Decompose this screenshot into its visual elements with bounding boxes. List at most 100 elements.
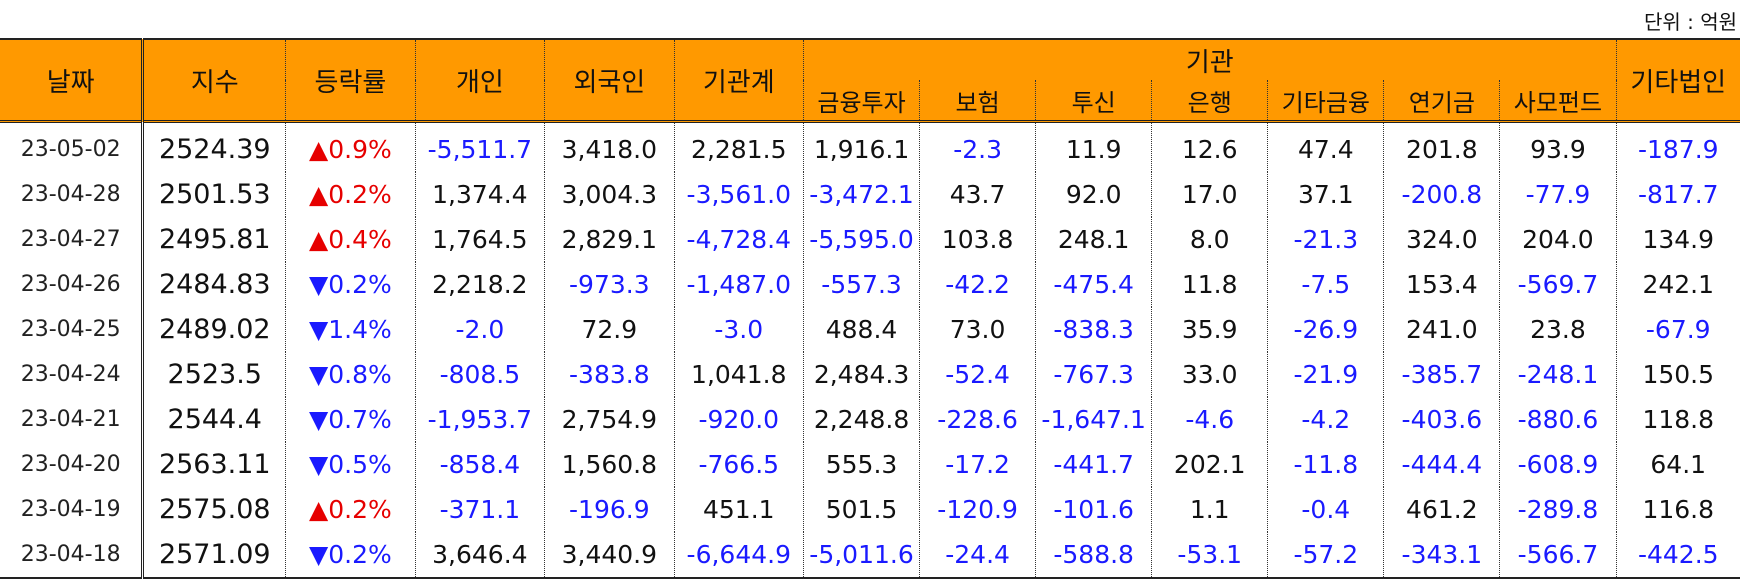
value-cell: -26.9: [1267, 307, 1384, 352]
value-cell: 202.1: [1151, 442, 1268, 487]
value-cell: -1,487.0: [673, 262, 804, 307]
value-cell: -42.2: [919, 262, 1036, 307]
header-inst-sub: 금융투자: [802, 80, 920, 122]
value-cell: -817.7: [1615, 172, 1740, 217]
value-cell: -767.3: [1035, 352, 1152, 397]
value-cell: -566.7: [1499, 532, 1616, 579]
date-cell: 23-04-26: [20, 272, 121, 297]
value-cell: -838.3: [1035, 307, 1152, 352]
value-cell: 11.9: [1035, 121, 1152, 172]
value-cell: -1,953.7: [414, 397, 545, 442]
value-cell: -228.6: [919, 397, 1036, 442]
index-cell: 2571.09: [141, 532, 286, 579]
value-cell: 103.8: [919, 217, 1036, 262]
value-cell: 150.5: [1615, 352, 1740, 397]
value-cell: 153.4: [1383, 262, 1500, 307]
value-cell: -444.4: [1383, 442, 1500, 487]
value-cell: -2.3: [919, 121, 1036, 172]
value-cell: 1,560.8: [544, 442, 675, 487]
value-cell: 201.8: [1383, 121, 1500, 172]
value-cell: -0.4: [1267, 487, 1384, 532]
header-inst-sub: 은행: [1151, 80, 1268, 122]
value-cell: 3,646.4: [414, 532, 545, 579]
rate-up-text: ▲0.2%: [309, 180, 392, 209]
header-date: 날짜: [0, 39, 143, 122]
value-cell: 2,248.8: [802, 397, 920, 442]
index-cell: 2523.5: [141, 352, 286, 397]
date-cell: 23-04-25: [20, 317, 121, 342]
value-cell: 3,004.3: [544, 172, 675, 217]
value-cell: -187.9: [1615, 121, 1740, 172]
value-cell: -383.8: [544, 352, 675, 397]
value-cell: -5,511.7: [414, 121, 545, 172]
value-cell: 93.9: [1499, 121, 1616, 172]
value-cell: -1,647.1: [1035, 397, 1152, 442]
header-foreign: 외국인: [544, 39, 675, 122]
value-cell: 555.3: [802, 442, 920, 487]
value-cell: 2,754.9: [544, 397, 675, 442]
table-row: 23-04-28 2501.53 ▲0.2% 1,374.4 3,004.3 -3,561…: [0, 172, 1740, 217]
change-rate-cell: ▼0.8%: [285, 352, 416, 397]
value-cell: -57.2: [1267, 532, 1384, 579]
change-rate-cell: ▼0.2%: [285, 262, 416, 307]
rate-down-text: ▼0.7%: [309, 405, 392, 434]
date-cell: 23-05-02: [20, 137, 121, 162]
index-cell: 2575.08: [141, 487, 286, 532]
value-cell: 35.9: [1151, 307, 1268, 352]
value-cell: -766.5: [673, 442, 804, 487]
value-cell: 33.0: [1151, 352, 1268, 397]
table-body: 23-05-02 2524.39 ▲0.9% -5,511.7 3,418.0 2,281…: [0, 121, 1740, 579]
value-cell: 116.8: [1615, 487, 1740, 532]
value-cell: 64.1: [1615, 442, 1740, 487]
value-cell: 1,041.8: [673, 352, 804, 397]
value-cell: -21.3: [1267, 217, 1384, 262]
table-row: 23-04-21 2544.4 ▼0.7% -1,953.7 2,754.9 -920.0…: [0, 397, 1740, 442]
value-cell: 37.1: [1267, 172, 1384, 217]
header-inst-sub: 기타금융: [1267, 80, 1384, 122]
value-cell: 73.0: [919, 307, 1036, 352]
index-cell: 2563.11: [141, 442, 286, 487]
table-row: 23-05-02 2524.39 ▲0.9% -5,511.7 3,418.0 2,281…: [0, 121, 1740, 172]
header-inst-sub: 보험: [919, 80, 1036, 122]
value-cell: 1,374.4: [414, 172, 545, 217]
header-inst-sub: 사모펀드: [1499, 80, 1616, 122]
sub-header-row: 금융투자 보험 투신 은행 기타금융 연기금 사모펀드: [0, 80, 1740, 122]
unit-label: 단위 : 억원: [1643, 10, 1737, 34]
table-row: 23-04-18 2571.09 ▼0.2% 3,646.4 3,440.9 -6,644…: [0, 532, 1740, 579]
table-row: 23-04-26 2484.83 ▼0.2% 2,218.2 -973.3 -1,487.…: [0, 262, 1740, 307]
change-rate-cell: ▲0.4%: [285, 217, 416, 262]
value-cell: 1,764.5: [414, 217, 545, 262]
value-cell: -475.4: [1035, 262, 1152, 307]
value-cell: -3,561.0: [673, 172, 804, 217]
value-cell: 2,829.1: [544, 217, 675, 262]
header-inst-sub: 연기금: [1383, 80, 1500, 122]
value-cell: 3,440.9: [544, 532, 675, 579]
table-row: 23-04-20 2563.11 ▼0.5% -858.4 1,560.8 -766.5 5…: [0, 442, 1740, 487]
value-cell: -3.0: [673, 307, 804, 352]
change-rate-cell: ▼0.7%: [285, 397, 416, 442]
rate-down-text: ▼0.5%: [309, 450, 392, 479]
index-cell: 2524.39: [141, 121, 286, 172]
value-cell: -371.1: [414, 487, 545, 532]
table-row: 23-04-25 2489.02 ▼1.4% -2.0 72.9 -3.0 488.4 73.…: [0, 307, 1740, 352]
index-cell: 2495.81: [141, 217, 286, 262]
value-cell: 2,281.5: [673, 121, 804, 172]
value-cell: 501.5: [802, 487, 920, 532]
index-cell: 2544.4: [141, 397, 286, 442]
value-cell: -101.6: [1035, 487, 1152, 532]
value-cell: -973.3: [544, 262, 675, 307]
date-cell: 23-04-24: [20, 362, 121, 387]
change-rate-cell: ▲0.2%: [285, 487, 416, 532]
value-cell: -6,644.9: [673, 532, 804, 579]
value-cell: -608.9: [1499, 442, 1616, 487]
value-cell: 242.1: [1615, 262, 1740, 307]
value-cell: -196.9: [544, 487, 675, 532]
value-cell: 43.7: [919, 172, 1036, 217]
header-other-corp: 기타법인: [1615, 39, 1740, 122]
value-cell: -21.9: [1267, 352, 1384, 397]
date-cell: 23-04-20: [20, 452, 121, 477]
value-cell: 324.0: [1383, 217, 1500, 262]
value-cell: -920.0: [673, 397, 804, 442]
table-row: 23-04-27 2495.81 ▲0.4% 1,764.5 2,829.1 -4,728…: [0, 217, 1740, 262]
date-cell: 23-04-28: [20, 182, 121, 207]
